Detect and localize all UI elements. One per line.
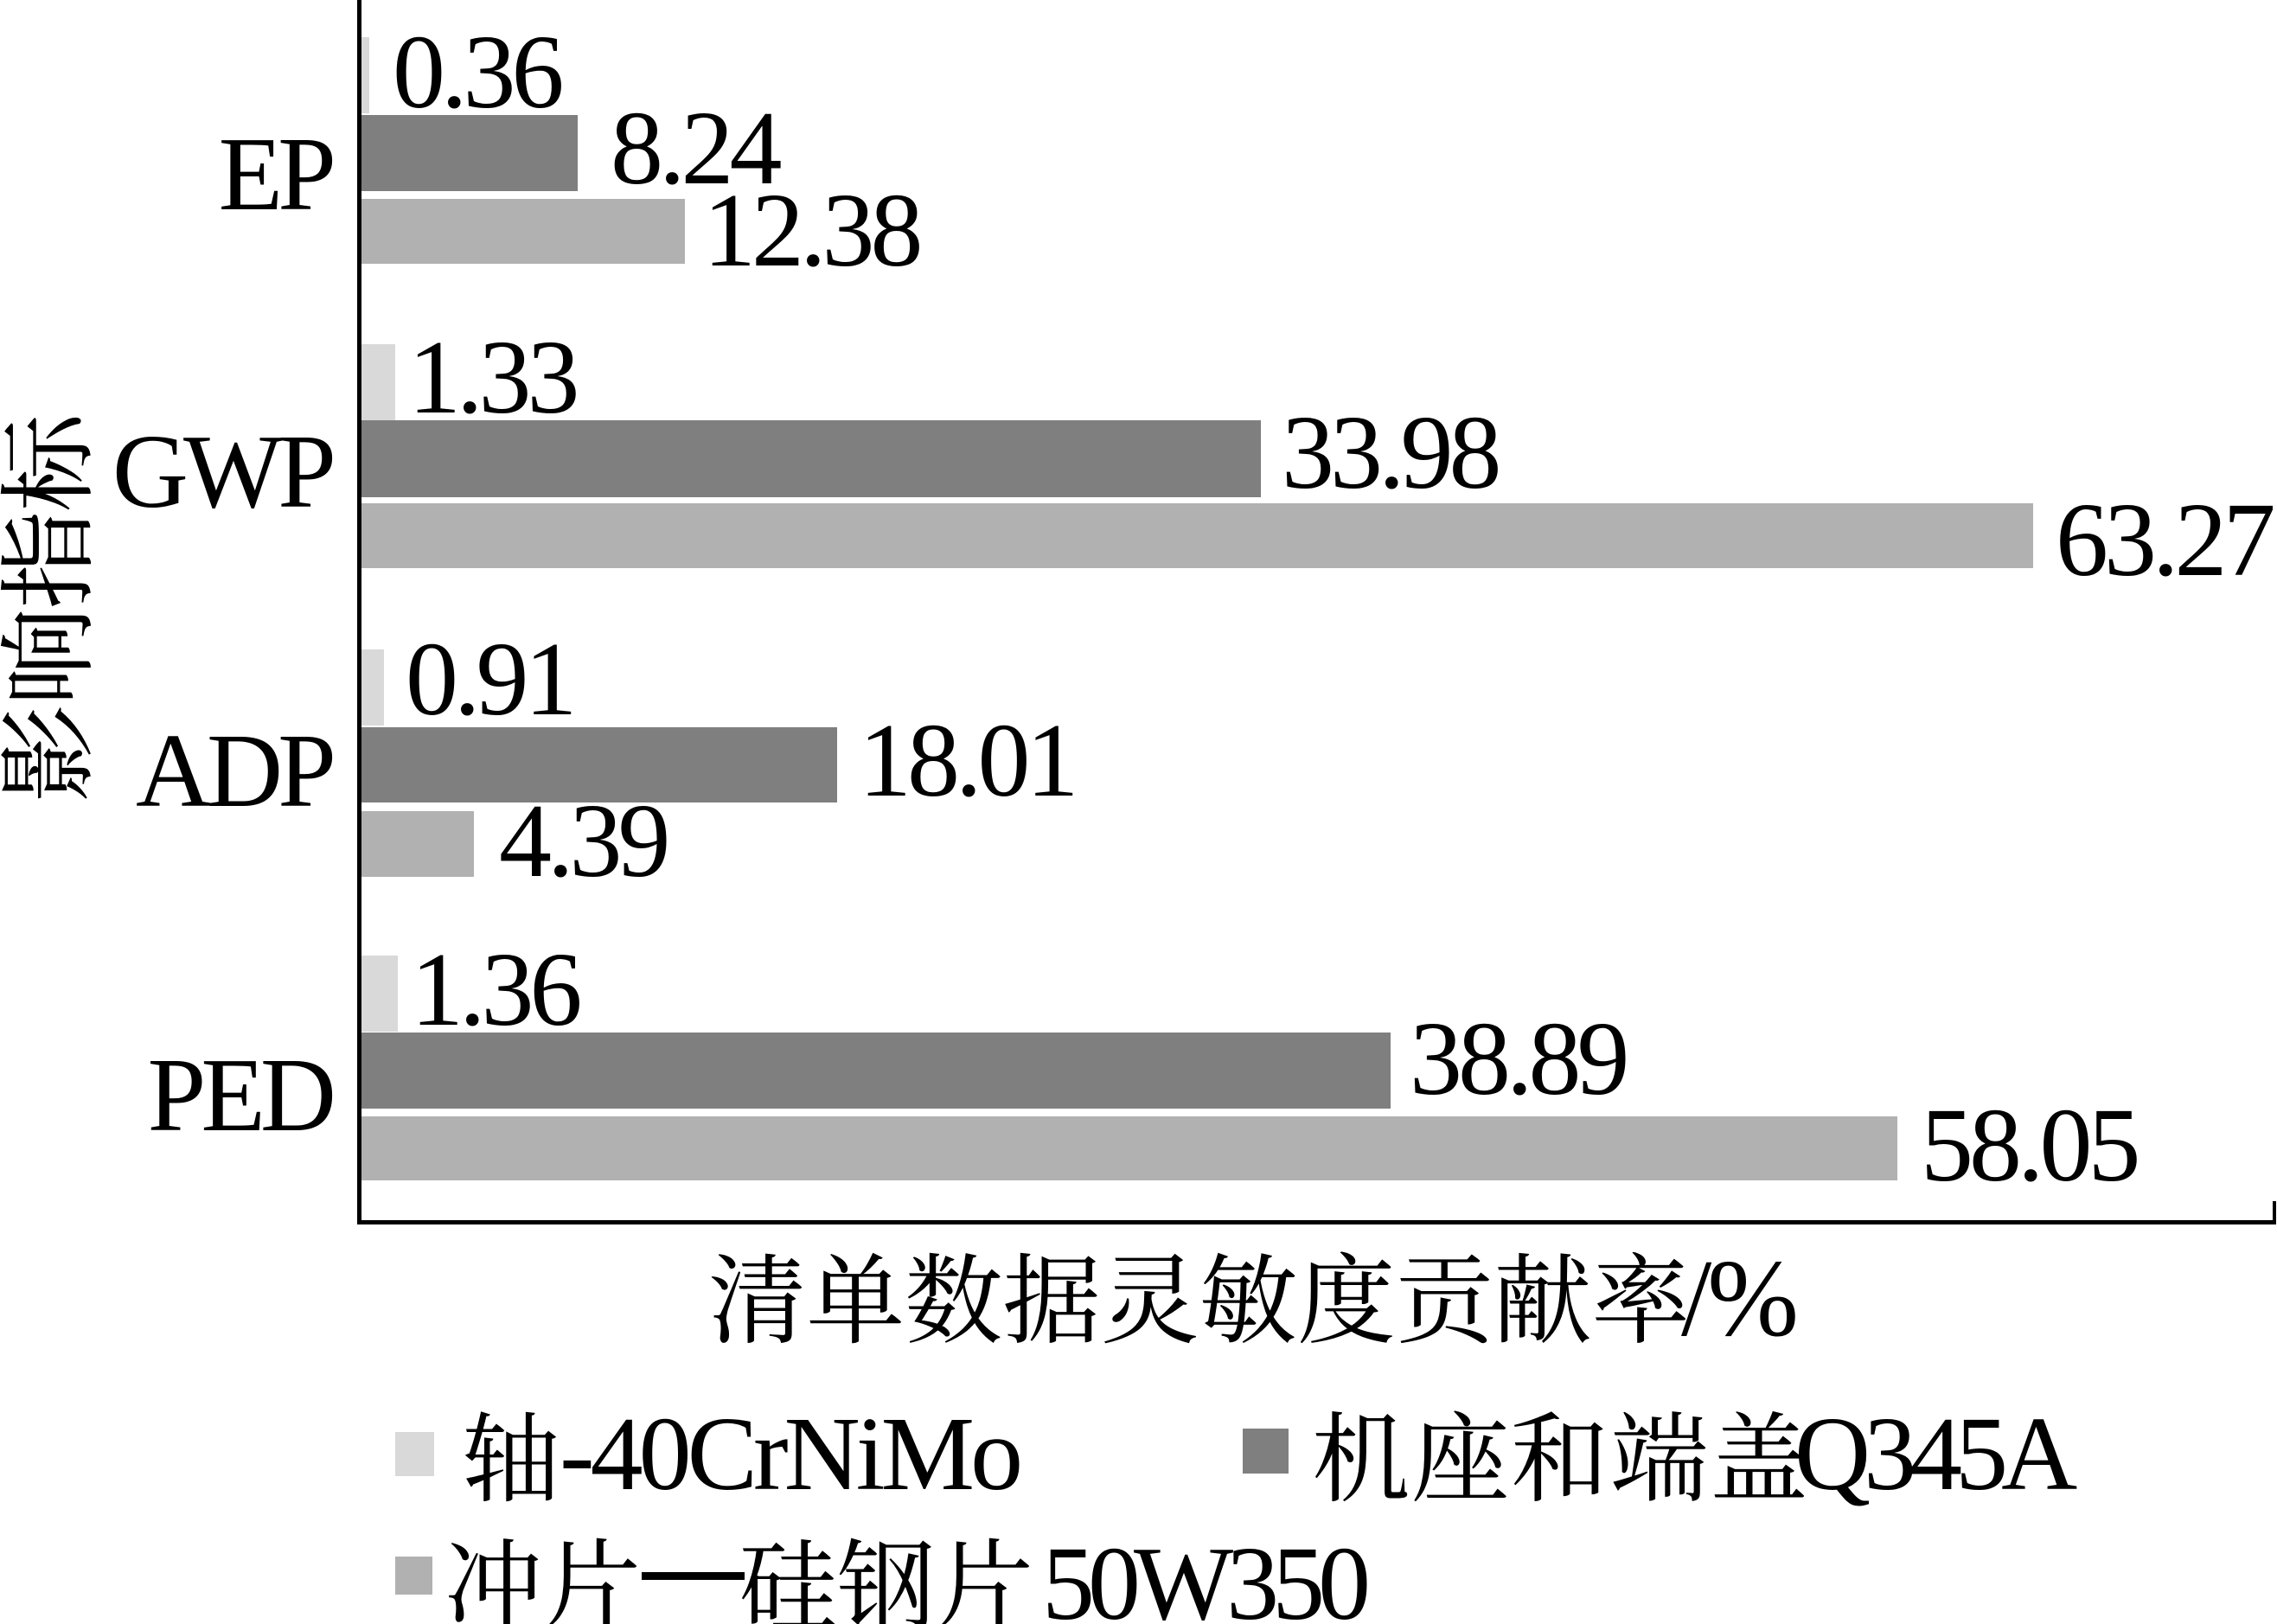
svg-text:ADP: ADP [136,713,332,829]
svg-text:1.36: 1.36 [411,931,580,1048]
svg-text:50W350: 50W350 [1042,1525,1367,1624]
svg-text:0.36: 0.36 [393,14,562,131]
svg-text:GWP: GWP [112,413,332,530]
svg-text:0.91: 0.91 [406,621,573,738]
svg-text:38.89: 38.89 [1410,1001,1626,1117]
svg-text:8.24: 8.24 [611,90,782,207]
svg-text:63.27: 63.27 [2056,482,2274,598]
svg-text:Q345A: Q345A [1794,1396,2077,1512]
svg-text:EP: EP [219,116,333,233]
svg-text:1.33: 1.33 [408,319,577,436]
svg-text:PED: PED [148,1037,333,1154]
svg-text:/%: /% [1681,1238,1795,1359]
svg-text:4.39: 4.39 [499,783,667,899]
svg-text:-40CrNiMo: -40CrNiMo [560,1396,1020,1512]
svg-text:33.98: 33.98 [1282,394,1499,511]
svg-text:58.05: 58.05 [1921,1087,2138,1204]
svg-text:12.38: 12.38 [703,172,920,289]
svg-text:18.01: 18.01 [859,702,1075,819]
